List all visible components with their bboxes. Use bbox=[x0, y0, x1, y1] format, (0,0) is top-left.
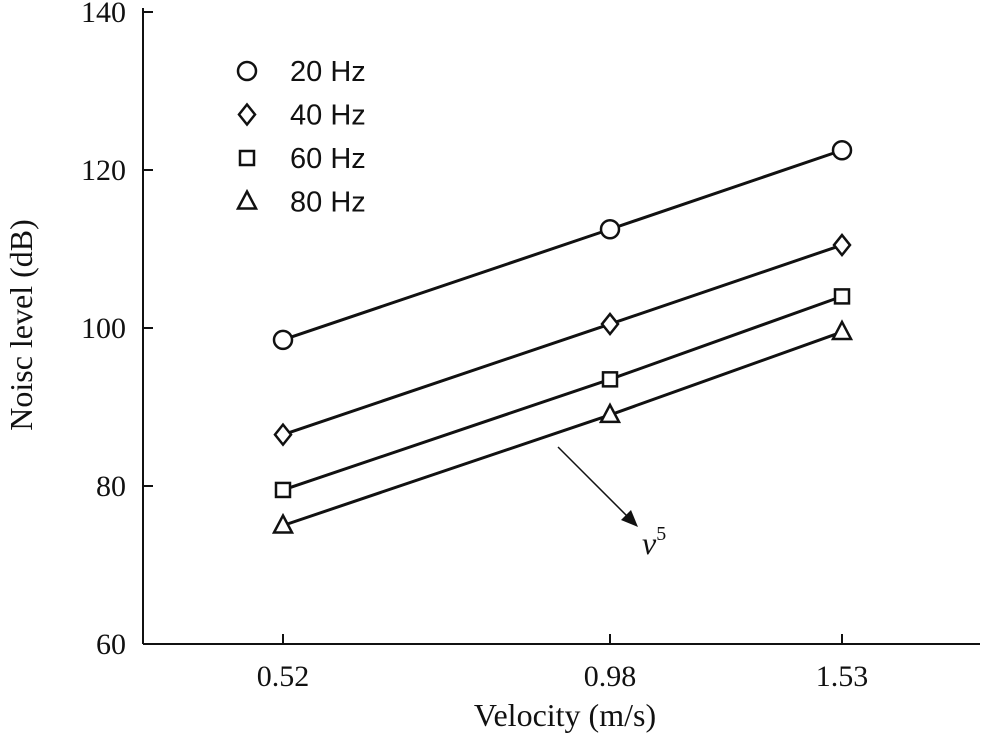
y-tick-label: 60 bbox=[96, 628, 126, 661]
annotation-sup: 5 bbox=[656, 523, 666, 545]
series-triangle bbox=[271, 319, 854, 534]
data-point-diamond bbox=[832, 233, 852, 258]
y-tick-label: 140 bbox=[81, 0, 126, 29]
legend-item: 60 Hz bbox=[238, 143, 366, 175]
legend-item: 80 Hz bbox=[235, 187, 366, 219]
y-tick-label: 100 bbox=[81, 312, 126, 345]
annotation-base: v bbox=[642, 525, 657, 561]
legend-label: 80 Hz bbox=[290, 187, 366, 219]
series-square bbox=[274, 288, 851, 499]
legend-item: 40 Hz bbox=[237, 100, 366, 132]
series-circle bbox=[272, 140, 853, 351]
annotation-label: v5 bbox=[642, 523, 666, 561]
legend-label: 40 Hz bbox=[290, 100, 366, 132]
data-point-square bbox=[274, 481, 292, 499]
x-axis: 0.52 0.98 1.53 bbox=[143, 634, 980, 693]
legend-item: 20 Hz bbox=[236, 56, 366, 88]
y-tick-label: 120 bbox=[81, 154, 126, 187]
series-diamond bbox=[273, 233, 852, 447]
annotation-arrow bbox=[557, 446, 633, 522]
y-axis-title: Noisc level (dB) bbox=[3, 219, 39, 431]
data-point-diamond bbox=[273, 422, 293, 447]
y-axis: 60 80 100 120 140 bbox=[81, 0, 153, 661]
legend: 20 Hz 40 Hz 60 Hz 80 Hz bbox=[235, 56, 366, 219]
legend-marker-square-icon bbox=[238, 149, 256, 167]
legend-marker-triangle-icon bbox=[235, 188, 259, 210]
x-ticks: 0.52 0.98 1.53 bbox=[257, 634, 869, 693]
data-point-circle bbox=[831, 140, 853, 161]
data-point-circle bbox=[272, 329, 294, 351]
data-point-triangle bbox=[598, 402, 622, 424]
data-point-triangle bbox=[271, 512, 295, 534]
y-tick-label: 80 bbox=[96, 470, 126, 503]
y-ticks: 60 80 100 120 140 bbox=[81, 0, 153, 661]
data-point-square bbox=[601, 371, 619, 388]
legend-marker-diamond-icon bbox=[237, 102, 257, 127]
series-line bbox=[282, 294, 843, 492]
series-layer bbox=[271, 140, 854, 534]
series-line bbox=[282, 148, 843, 342]
annotation-arrowhead-icon bbox=[621, 510, 638, 527]
legend-label: 60 Hz bbox=[290, 143, 366, 175]
data-point-square bbox=[833, 288, 851, 305]
x-tick-label: 0.98 bbox=[584, 660, 637, 693]
x-tick-label: 0.52 bbox=[257, 660, 310, 693]
legend-label: 20 Hz bbox=[290, 56, 366, 88]
data-point-diamond bbox=[600, 312, 620, 337]
x-axis-title: Velocity (m/s) bbox=[474, 697, 656, 733]
series-line bbox=[282, 330, 843, 527]
annotation: v5 bbox=[557, 446, 666, 561]
data-point-triangle bbox=[830, 319, 854, 341]
series-line bbox=[282, 243, 843, 437]
legend-marker-circle-icon bbox=[236, 60, 258, 82]
x-tick-label: 1.53 bbox=[816, 660, 869, 693]
data-point-circle bbox=[599, 219, 621, 240]
